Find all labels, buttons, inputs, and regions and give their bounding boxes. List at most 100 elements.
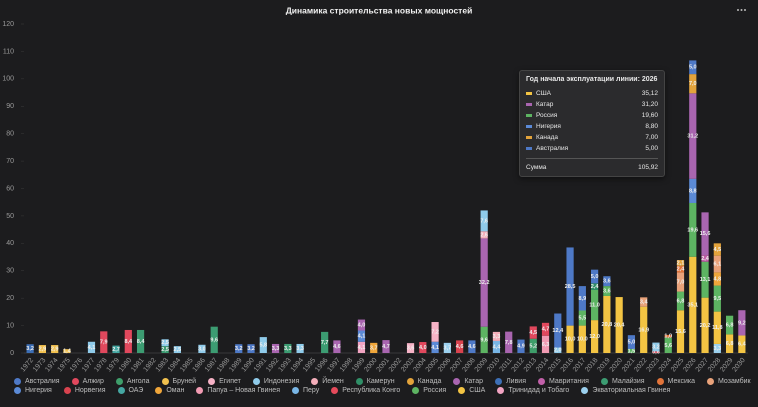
x-tick-label: 2008 <box>461 357 476 374</box>
tooltip-sum-value: 105,92 <box>638 164 658 171</box>
bar-segment <box>173 346 181 353</box>
bar-segment <box>419 342 427 353</box>
x-tick-label: 2006 <box>437 357 452 374</box>
legend-marker <box>412 387 420 394</box>
bar-segment <box>161 339 169 347</box>
bar-segment <box>370 342 378 353</box>
bar-segment <box>689 60 697 75</box>
segment-label: 15,6 <box>700 231 711 237</box>
legend-item[interactable]: Египет <box>208 378 241 385</box>
legend-item[interactable]: Ливия <box>495 378 526 385</box>
legend-item[interactable]: Республика Конго <box>331 387 400 394</box>
segment-label: 2,5 <box>161 347 169 353</box>
legend-item[interactable]: Камерун <box>355 378 395 385</box>
legend-item[interactable]: Оман <box>155 387 184 394</box>
menu-icon[interactable] <box>737 9 746 11</box>
legend-label: Экваториальная Гвинея <box>592 387 671 394</box>
legend-marker <box>600 378 608 385</box>
segment-label: 4,6 <box>333 344 341 350</box>
bar-segment <box>701 297 709 353</box>
legend-item[interactable]: Австралия <box>14 378 60 385</box>
bar-segment <box>198 344 206 353</box>
x-tick-label: 2019 <box>596 357 611 374</box>
legend-marker <box>497 387 505 394</box>
segment-label: 2,9 <box>51 346 59 352</box>
tooltip-value: 5,00 <box>645 145 658 152</box>
legend-label: Папуа – Новая Гвинея <box>207 387 280 394</box>
bar-segment <box>124 329 132 353</box>
x-tick-label: 2001 <box>376 357 391 374</box>
bar-segment <box>468 340 476 353</box>
bar-segment <box>271 343 280 353</box>
segment-label: 3,3 <box>284 346 292 352</box>
legend-item[interactable]: США <box>458 387 485 394</box>
x-tick-label: 2002 <box>388 357 403 374</box>
legend-marker <box>707 378 715 385</box>
legend-item[interactable]: Россия <box>412 387 446 394</box>
legend-marker <box>208 378 216 385</box>
segment-label: 4,1 <box>88 345 96 351</box>
legend-item[interactable]: Индонезия <box>252 378 300 385</box>
tooltip-name: Австралия <box>526 145 568 152</box>
legend-label: Алжир <box>82 378 104 385</box>
legend-label: Йемен <box>322 378 344 385</box>
legend-item[interactable]: Канада <box>406 378 441 385</box>
legend-item[interactable]: Малайзия <box>600 378 645 385</box>
legend-label: Индонезия <box>263 378 300 385</box>
legend-item[interactable]: Норвегия <box>63 387 106 394</box>
x-tick-label: 2026 <box>682 357 697 374</box>
tooltip-name: Нигерия <box>526 123 561 130</box>
segment-label: 5,0 <box>591 274 599 280</box>
legend-item[interactable]: Алжир <box>71 378 104 385</box>
tooltip-title: Год начала эксплуатации линии: 2026 <box>526 76 658 83</box>
legend-item[interactable]: ОАЭ <box>117 387 143 394</box>
legend-marker <box>155 387 163 394</box>
legend-item[interactable]: Ангола <box>115 378 150 385</box>
legend-item[interactable]: Йемен <box>311 378 344 385</box>
segment-label: 12,4 <box>552 328 564 334</box>
bar-segment <box>529 326 537 339</box>
tooltip-series: Канада <box>536 134 559 141</box>
segment-label: 2,0 <box>554 348 562 354</box>
legend-item[interactable]: Перу <box>291 387 319 394</box>
segment-label: 4,9 <box>517 344 525 350</box>
segment-label: 9,6 <box>480 337 488 343</box>
bar-segment <box>664 334 672 338</box>
legend-item[interactable]: Нигерия <box>14 387 52 394</box>
bar-segment <box>357 330 366 342</box>
legend-item[interactable]: Тринидад и Тобаго <box>497 387 569 394</box>
legend-marker <box>71 378 79 385</box>
segment-label: 3,6 <box>603 279 611 285</box>
legend-item[interactable]: Катар <box>453 378 483 385</box>
legend-item[interactable]: Папуа – Новая Гвинея <box>196 387 280 394</box>
legend-label: Камерун <box>366 378 395 385</box>
legend-item[interactable]: Бруней <box>161 378 196 385</box>
segment-label: 9,2 <box>738 320 746 326</box>
segment-label: 10,0 <box>577 337 588 343</box>
segment-label: 3,2 <box>26 346 34 352</box>
segment-label: 4,0 <box>419 345 427 351</box>
segment-label: 2,6 <box>480 232 488 238</box>
x-tick-label: 1985 <box>179 357 194 374</box>
legend-item[interactable]: Мавритания <box>538 378 589 385</box>
legend-item[interactable]: Мексика <box>656 378 695 385</box>
bar-segment <box>235 344 243 353</box>
x-tick-label: 2007 <box>449 357 464 374</box>
bar-segment <box>652 342 660 352</box>
bar-segment <box>664 337 672 353</box>
x-tick-label: 1986 <box>192 357 207 374</box>
bar-segment <box>713 311 721 344</box>
y-tick-label: 20 <box>6 295 14 302</box>
legend-item[interactable]: Мозамбик <box>707 378 751 385</box>
segment-label: 2,1 <box>677 260 685 266</box>
segment-label: 3,4 <box>640 299 649 305</box>
legend-marker <box>355 378 363 385</box>
segment-label: 31,2 <box>687 134 698 140</box>
bar-segment <box>603 276 611 287</box>
legend-item[interactable]: Экваториальная Гвинея <box>581 387 670 394</box>
legend-label: Ангола <box>126 378 150 385</box>
segment-label: 11,0 <box>589 302 599 308</box>
x-tick-label: 2005 <box>425 357 440 374</box>
x-tick-label: 2024 <box>658 357 673 374</box>
